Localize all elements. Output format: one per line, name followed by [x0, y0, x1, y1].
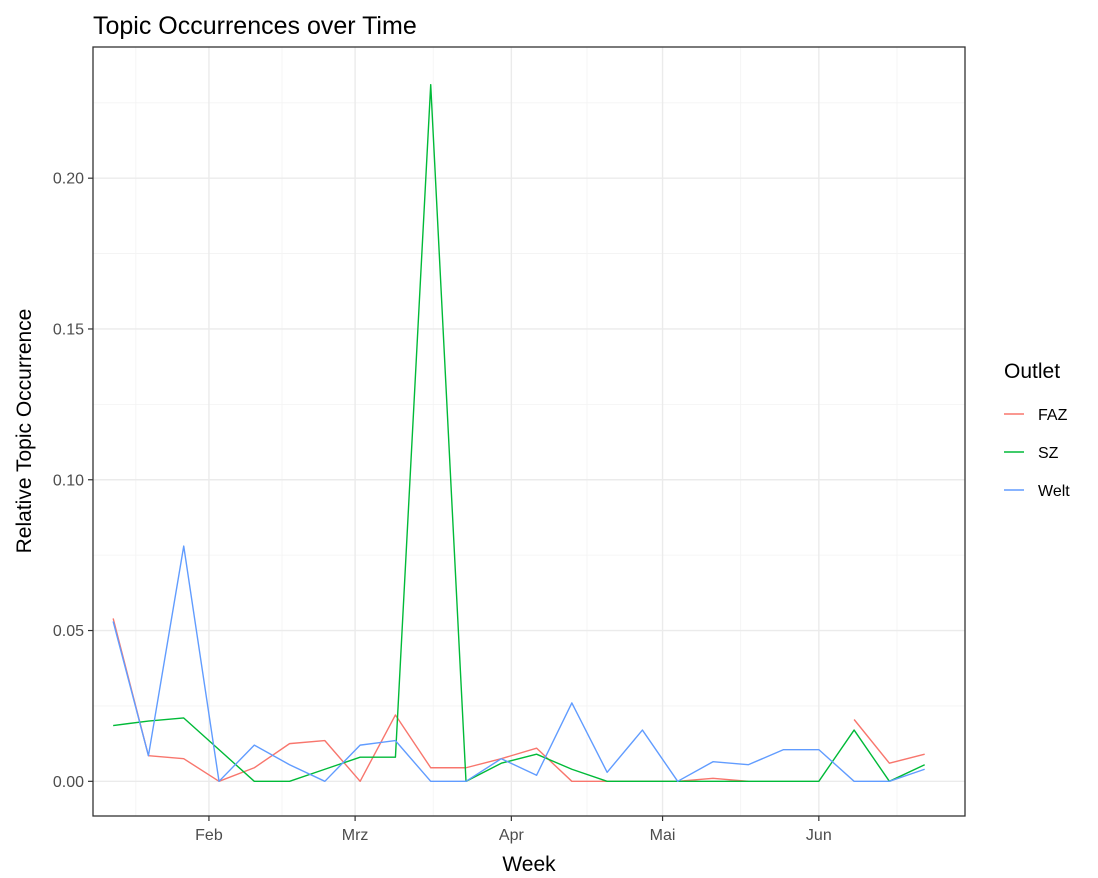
x-tick-label: Jun: [806, 827, 832, 844]
x-axis: Feb Mrz Apr Mai Jun: [195, 816, 832, 844]
x-tick-label: Feb: [195, 827, 223, 844]
x-tick-label: Mrz: [342, 827, 369, 844]
y-tick-label: 0.15: [53, 321, 84, 338]
legend-label-sz: SZ: [1038, 445, 1059, 462]
x-tick-label: Apr: [499, 827, 525, 844]
grid-minor: [93, 47, 965, 816]
chart-title: Topic Occurrences over Time: [93, 12, 417, 40]
y-axis-title: Relative Topic Occurrence: [13, 309, 36, 554]
series-line-sz: [113, 84, 925, 783]
grid-major: [93, 47, 965, 816]
legend: Outlet FAZ SZ Welt: [1004, 360, 1070, 500]
y-tick-label: 0.10: [53, 472, 84, 489]
legend-label-faz: FAZ: [1038, 407, 1068, 424]
y-tick-label: 0.20: [53, 171, 84, 188]
y-tick-label: 0.00: [53, 774, 84, 791]
series-layer: [112, 84, 925, 783]
legend-title: Outlet: [1004, 360, 1060, 383]
x-axis-title: Week: [502, 853, 556, 876]
y-axis: 0.00 0.05 0.10 0.15 0.20: [53, 171, 93, 791]
series-line-faz: [853, 719, 925, 764]
legend-label-welt: Welt: [1038, 483, 1070, 500]
x-tick-label: Mai: [650, 827, 676, 844]
y-tick-label: 0.05: [53, 623, 84, 640]
panel-border: [92, 46, 966, 817]
series-line-welt: [112, 545, 925, 783]
